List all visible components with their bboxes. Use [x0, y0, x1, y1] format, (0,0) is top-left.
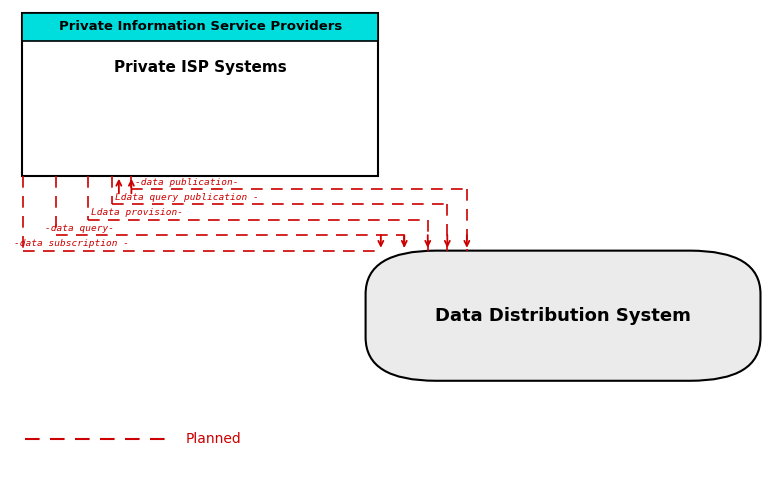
Text: Private Information Service Providers: Private Information Service Providers: [59, 21, 342, 33]
FancyBboxPatch shape: [22, 13, 378, 41]
FancyBboxPatch shape: [366, 251, 760, 381]
Text: Planned: Planned: [185, 431, 241, 446]
Text: -data publication-: -data publication-: [135, 177, 238, 187]
Text: -data query-: -data query-: [45, 224, 114, 233]
Text: Private ISP Systems: Private ISP Systems: [114, 60, 286, 75]
Text: -data subscription -: -data subscription -: [14, 239, 129, 248]
Text: Ldata query publication -: Ldata query publication -: [115, 193, 259, 202]
FancyBboxPatch shape: [22, 13, 378, 176]
Text: Ldata provision-: Ldata provision-: [91, 208, 183, 217]
Text: Data Distribution System: Data Distribution System: [435, 307, 691, 325]
